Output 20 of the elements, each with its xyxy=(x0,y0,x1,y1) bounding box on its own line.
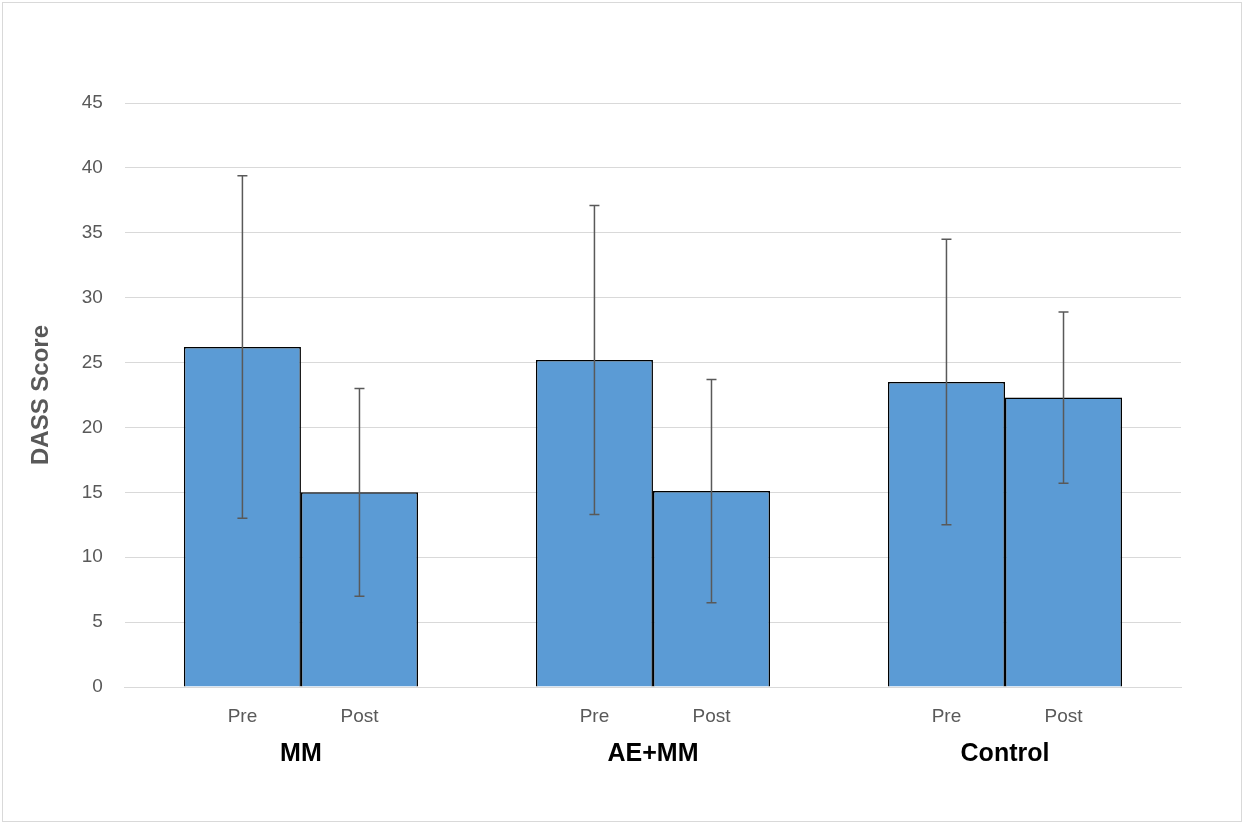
y-tick-label: 25 xyxy=(81,350,103,372)
y-axis-title: DASS Score xyxy=(26,324,54,466)
y-tick-label: 10 xyxy=(81,545,103,567)
y-tick-label: 35 xyxy=(81,221,103,243)
y-tick-label: 20 xyxy=(81,415,103,437)
y-tick-label: 5 xyxy=(92,610,103,632)
x-tick-label: AE+MM xyxy=(607,737,699,766)
y-tick-label: 40 xyxy=(81,156,103,178)
y-tick-label: 15 xyxy=(81,480,103,502)
y-tick-label: 30 xyxy=(81,285,103,307)
series-label: Post xyxy=(340,705,380,727)
y-tick-label: 0 xyxy=(92,675,103,697)
text: Pre xyxy=(931,705,962,727)
text: Post xyxy=(692,705,731,727)
text: Post xyxy=(1044,705,1083,727)
x-tick-label: Control xyxy=(960,737,1050,766)
text: Pre xyxy=(579,705,610,727)
series-label: Pre xyxy=(227,705,258,727)
x-tick-label: MM xyxy=(280,737,322,766)
y-tick-label: 45 xyxy=(81,91,103,113)
